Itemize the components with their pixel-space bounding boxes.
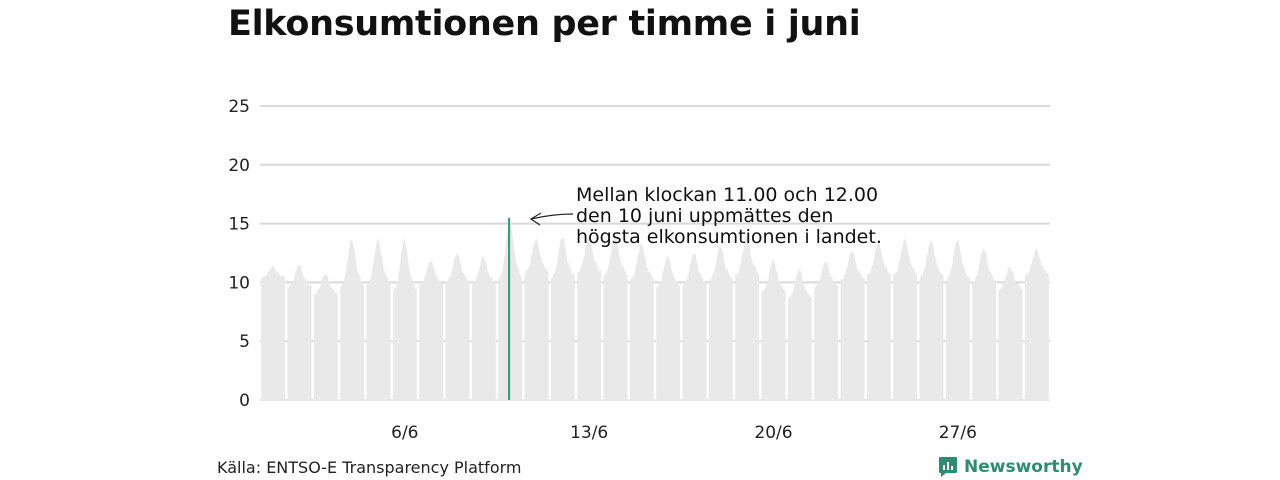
y-tick-label: 5 bbox=[239, 332, 250, 352]
annotation-arrowhead bbox=[529, 212, 542, 226]
area-day-30 bbox=[1024, 248, 1049, 400]
area-day-27 bbox=[945, 239, 970, 400]
area-day-1 bbox=[261, 265, 286, 400]
area-day-18 bbox=[708, 245, 733, 400]
y-tick-label: 20 bbox=[228, 156, 250, 176]
area-day-7 bbox=[419, 261, 444, 400]
area-day-20 bbox=[761, 259, 786, 400]
y-tick-label: 0 bbox=[239, 391, 250, 411]
x-axis-ticks: 6/6 13/6 20/6 27/6 bbox=[391, 423, 977, 443]
area-day-19 bbox=[735, 236, 760, 400]
area-day-13 bbox=[577, 236, 602, 400]
area-day-28 bbox=[972, 248, 997, 400]
y-tick-label: 10 bbox=[228, 273, 250, 293]
newsworthy-logo-icon bbox=[939, 457, 957, 477]
area-day-3 bbox=[313, 273, 338, 400]
area-day-25 bbox=[893, 238, 918, 400]
annotation-line: högsta elkonsumtionen i landet. bbox=[576, 226, 882, 248]
area-day-17 bbox=[682, 253, 707, 400]
area-day-24 bbox=[866, 242, 891, 400]
brand-name: Newsworthy bbox=[964, 457, 1083, 477]
area-day-2 bbox=[287, 264, 312, 400]
area-day-9 bbox=[471, 256, 496, 400]
area-day-21 bbox=[787, 268, 812, 400]
area-day-12 bbox=[550, 237, 575, 400]
area-day-23 bbox=[840, 250, 865, 400]
brand: Newsworthy bbox=[938, 456, 1083, 478]
chart: 0 5 10 15 20 25 6/6 13/6 20/6 27/6 Mellan klocka… bbox=[228, 97, 1050, 443]
y-tick-label: 15 bbox=[228, 215, 250, 235]
x-tick-label: 27/6 bbox=[939, 423, 977, 443]
area-day-14 bbox=[603, 236, 628, 400]
area-day-6 bbox=[392, 238, 417, 400]
chart-title: Elkonsumtionen per timme i juni bbox=[228, 4, 861, 44]
y-tick-label: 25 bbox=[228, 97, 250, 117]
annotation-line: den 10 juni uppmättes den bbox=[576, 205, 833, 227]
source-note: Källa: ENTSO-E Transparency Platform bbox=[217, 458, 522, 477]
area-day-29 bbox=[998, 266, 1023, 400]
area-day-16 bbox=[656, 255, 681, 400]
y-axis-ticks: 0 5 10 15 20 25 bbox=[228, 97, 250, 411]
annotation-line: Mellan klockan 11.00 och 12.00 bbox=[576, 184, 878, 206]
area-day-11 bbox=[524, 238, 549, 400]
area-day-26 bbox=[919, 239, 944, 400]
annotation-arrow bbox=[530, 213, 574, 220]
x-tick-label: 13/6 bbox=[570, 423, 608, 443]
x-tick-label: 20/6 bbox=[754, 423, 792, 443]
gridlines bbox=[260, 105, 1050, 401]
area-series bbox=[261, 217, 1049, 400]
area-day-4 bbox=[340, 239, 365, 400]
area-day-15 bbox=[629, 242, 654, 400]
x-tick-label: 6/6 bbox=[391, 423, 418, 443]
area-day-22 bbox=[814, 261, 839, 400]
area-day-8 bbox=[445, 252, 470, 400]
area-day-10 bbox=[498, 219, 523, 400]
area-day-5 bbox=[366, 238, 391, 400]
